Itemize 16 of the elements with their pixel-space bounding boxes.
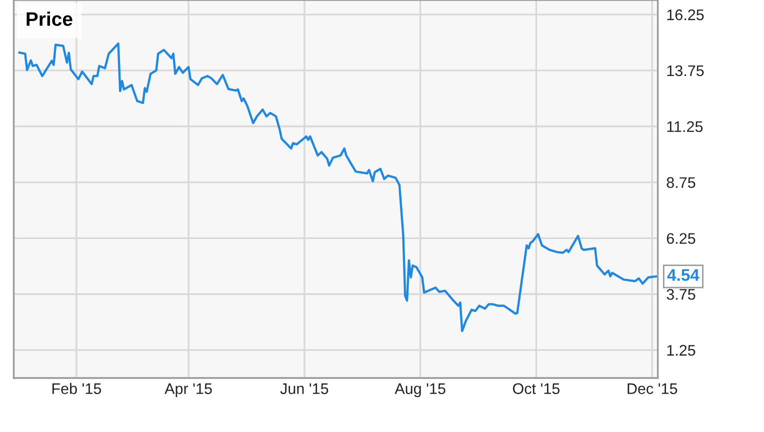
- y-tick-label: 13.75: [667, 65, 704, 76]
- y-tick-label: 1.25: [667, 344, 696, 356]
- y-tick-label: 11.25: [667, 121, 703, 132]
- line-series: [18, 42, 658, 332]
- x-tick-label: Oct '15: [512, 383, 560, 394]
- y-tick-label: 16.25: [667, 9, 704, 20]
- annotation: 4.54: [667, 269, 700, 281]
- y-tick-label: 8.75: [666, 177, 696, 188]
- x-tick-label: Feb '15: [52, 382, 102, 394]
- x-tick-label: Aug '15: [394, 383, 446, 398]
- x-tick-label: Jun '15: [280, 383, 328, 394]
- series-label: Price: [26, 12, 72, 26]
- x-tick-label: Dec '15: [628, 383, 678, 394]
- y-tick-label: 6.25: [666, 233, 696, 244]
- y-tick-label: 3.75: [666, 288, 696, 300]
- x-tick-label: Apr '15: [164, 383, 212, 398]
